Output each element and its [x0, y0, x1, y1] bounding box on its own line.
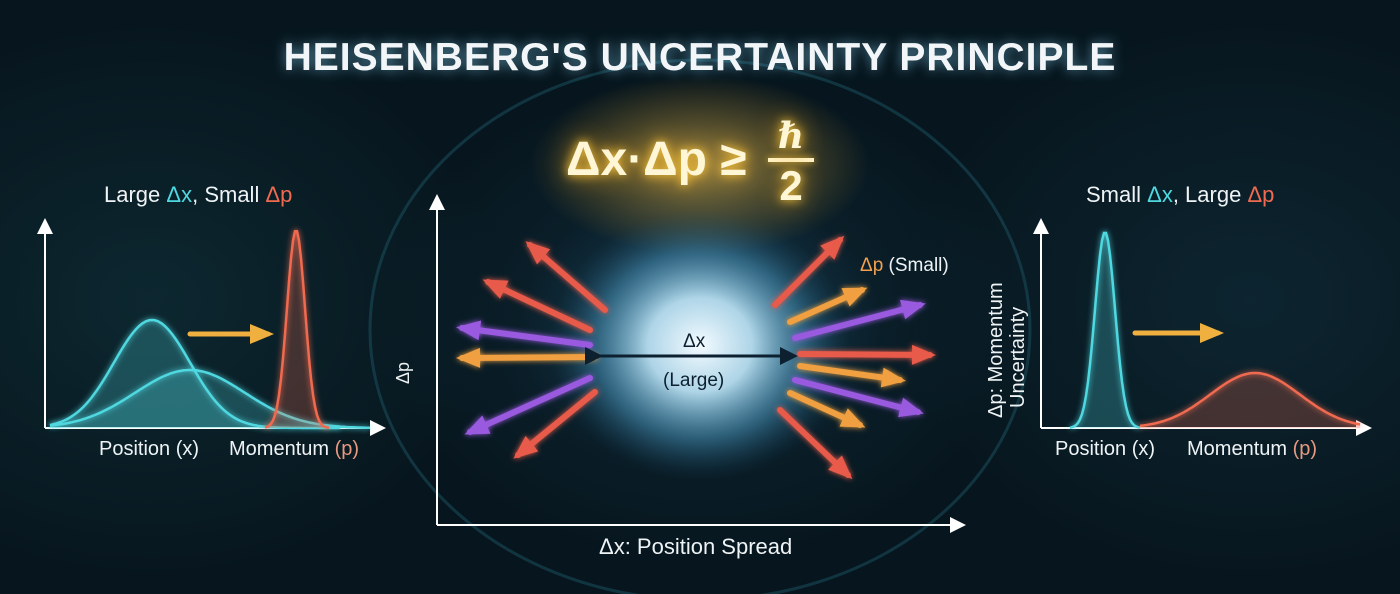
momentum-arrow-10	[797, 344, 936, 365]
right-y-axis-label: Δp: Momentum Uncertainty	[985, 282, 1029, 418]
heading-text: Large	[104, 182, 167, 207]
center-y-axis-label: Δp	[393, 361, 413, 384]
momentum-arrow-label: Δp (Small)	[860, 255, 949, 277]
heading-dx: Δx	[1147, 182, 1173, 207]
spread-sublabel: (Large)	[663, 370, 725, 391]
momentum-arrow-5	[464, 375, 593, 435]
equation-glow	[530, 75, 870, 255]
right-transform-arrow	[1132, 323, 1224, 343]
momentum-arrow-3	[456, 320, 593, 348]
particle-cloud	[550, 210, 850, 480]
momentum-text: Momentum	[1187, 438, 1293, 460]
dp-symbol: Δp	[860, 255, 884, 276]
heading-text: , Large	[1172, 182, 1248, 207]
momentum-arrow-13	[787, 390, 866, 428]
right-axes	[1033, 218, 1372, 436]
orbit-ring	[368, 58, 1032, 594]
uncertainty-equation: Δx·Δp ≥	[566, 133, 747, 186]
heading-dp: Δp	[265, 182, 293, 207]
page-title: HEISENBERG'S UNCERTAINTY PRINCIPLE	[283, 36, 1117, 79]
right-position-curve-fill	[1070, 233, 1140, 428]
heading-dx: Δx	[166, 182, 193, 207]
momentum-arrow-2	[482, 279, 593, 333]
heading-text: , Small	[192, 182, 266, 207]
right-momentum-curve-fill	[1140, 373, 1360, 428]
center-x-axis-label: Δx: Position Spread	[599, 534, 793, 559]
left-position-label: Position (x)	[99, 438, 200, 460]
right-momentum-curve	[1139, 371, 1361, 428]
left-momentum-curve	[264, 229, 330, 430]
left-panel-heading: Large Δx, Small Δp	[104, 182, 292, 208]
right-position-label: Position (x)	[1055, 438, 1156, 460]
momentum-arrow-7	[772, 235, 845, 308]
momentum-symbol: (p)	[1292, 438, 1318, 460]
momentum-arrows	[456, 235, 936, 480]
right-momentum-label: Momentum (p)	[1187, 438, 1317, 461]
momentum-arrow-12	[792, 377, 924, 418]
heading-text: Small	[1086, 182, 1148, 207]
momentum-text: Momentum	[229, 438, 335, 460]
left-transform-arrow	[187, 324, 274, 344]
momentum-arrow-4	[456, 347, 598, 368]
y-label-line1: Δp: Momentum	[985, 282, 1007, 418]
left-position-curve-wide	[49, 368, 370, 429]
momentum-arrow-9	[792, 299, 926, 341]
hbar-over-two: ℏ 2	[768, 116, 814, 208]
fraction-bar	[768, 158, 814, 162]
y-label-line2: Uncertainty	[1007, 306, 1029, 408]
dp-text: (Small)	[883, 255, 949, 276]
momentum-arrow-14	[777, 407, 853, 480]
left-momentum-curve-fill	[265, 231, 330, 428]
equation-numerator: ℏ	[777, 115, 805, 157]
momentum-arrow-6	[513, 389, 598, 459]
left-position-curve-wide-fill	[50, 370, 370, 428]
center-axes	[429, 194, 966, 533]
momentum-arrow-8	[787, 287, 868, 325]
momentum-arrow-11	[797, 363, 906, 388]
equation-denominator: 2	[779, 162, 803, 209]
spread-label: Δx	[683, 331, 706, 352]
right-panel-heading: Small Δx, Large Δp	[1086, 182, 1274, 208]
momentum-arrow-1	[525, 241, 608, 313]
momentum-symbol: (p)	[334, 438, 360, 460]
left-momentum-label: Momentum (p)	[229, 438, 359, 461]
heading-dp: Δp	[1247, 182, 1275, 207]
right-position-curve	[1069, 231, 1141, 429]
